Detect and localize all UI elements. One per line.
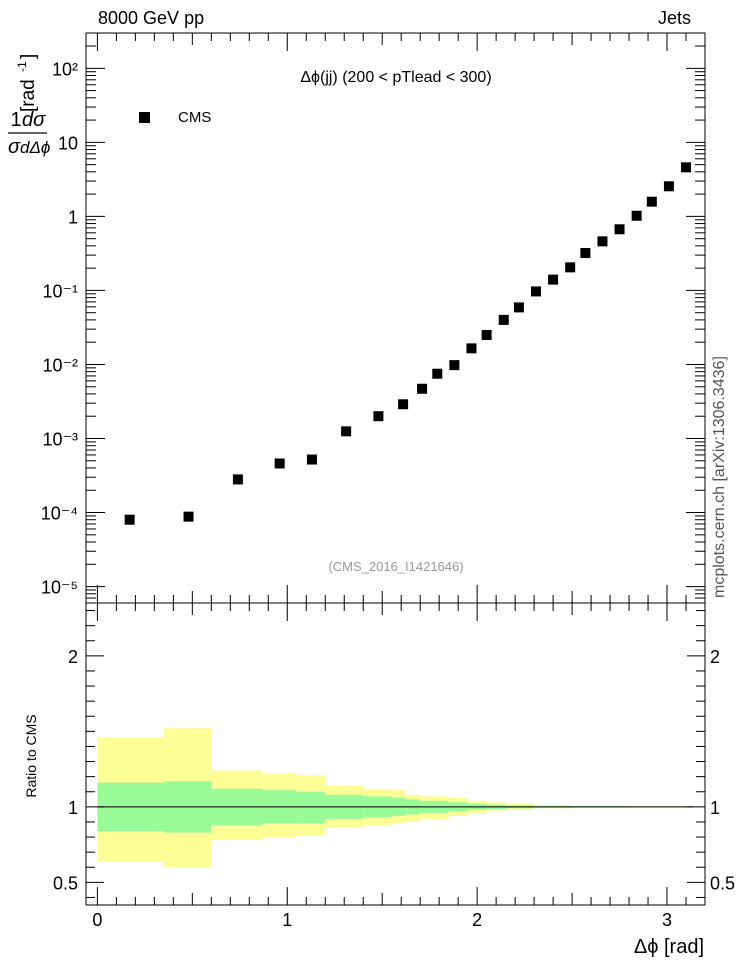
data-point-2	[232, 474, 243, 485]
data-point-9	[432, 368, 443, 379]
y-tick-label-2: 10⁻³	[42, 430, 78, 450]
x-tick-label-0: 0	[92, 910, 102, 930]
y-tick-label-6: 10	[58, 133, 78, 153]
ratio-y-tick-left-1: 1	[68, 798, 78, 818]
process-label: Jets	[658, 8, 691, 28]
data-point-8	[417, 383, 428, 394]
svg-text:1: 1	[10, 109, 21, 131]
y-tick-label-5: 1	[68, 207, 78, 227]
svg-text:dσ: dσ	[22, 109, 46, 131]
data-point-13	[498, 314, 509, 325]
svg-text:dΔϕ: dΔϕ	[20, 138, 50, 157]
ratio-y-tick-left-0: 0.5	[53, 873, 78, 893]
ratio-y-axis-label: Ratio to CMS	[23, 714, 39, 797]
svg-text:]: ]	[18, 54, 39, 59]
ratio-y-tick-right-0: 0.5	[710, 873, 735, 893]
main-axis-ticks: 10⁻⁵ 10⁻⁴ 10⁻³ 10⁻² 10⁻¹ 1 10 10² 0 1 2 3	[41, 32, 706, 930]
data-point-10	[449, 360, 460, 371]
data-point-0	[124, 514, 135, 525]
energy-label: 8000 GeV pp	[98, 8, 204, 28]
x-tick-label-2: 2	[472, 910, 482, 930]
data-point-19	[597, 236, 608, 247]
source-label: mcplots.cern.ch [arXiv:1306.3436]	[711, 356, 728, 598]
ratio-inner-band-4	[296, 791, 326, 824]
y-tick-label-3: 10⁻²	[42, 355, 78, 375]
x-tick-label-3: 3	[662, 910, 672, 930]
y-tick-label-0: 10⁻⁵	[41, 578, 78, 598]
y-tick-label-1: 10⁻⁴	[41, 504, 78, 524]
data-point-15	[531, 286, 542, 297]
data-point-23	[663, 181, 674, 192]
legend: CMS	[139, 109, 211, 126]
analysis-watermark: (CMS_2016_I1421646)	[328, 559, 463, 574]
data-point-16	[548, 274, 559, 285]
y-tick-label-7: 10²	[52, 59, 78, 79]
plot-title: Δϕ(jj) (200 < pTlead < 300)	[300, 69, 491, 86]
svg-text:-1: -1	[15, 61, 29, 72]
legend-marker-cms	[139, 112, 150, 123]
data-point-18	[580, 248, 591, 259]
data-point-4	[306, 454, 317, 465]
svg-text:σ: σ	[8, 136, 21, 158]
ratio-bands	[97, 728, 694, 868]
y-tick-label-4: 10⁻¹	[42, 281, 78, 301]
data-point-17	[565, 262, 576, 273]
data-point-6	[373, 411, 384, 422]
data-point-11	[466, 343, 477, 354]
data-point-3	[274, 458, 285, 469]
svg-text:[rad: [rad	[18, 79, 39, 112]
cms-data-points	[124, 162, 692, 525]
data-point-1	[183, 511, 194, 522]
x-tick-label-1: 1	[282, 910, 292, 930]
ratio-axis-ticks: 0.5 0.5 1 1 2 2	[53, 610, 735, 898]
x-axis-label: Δϕ [rad]	[634, 936, 704, 958]
ratio-y-tick-left-2: 2	[68, 647, 78, 667]
ratio-y-tick-right-2: 2	[710, 647, 720, 667]
data-point-21	[631, 210, 642, 221]
data-point-5	[341, 426, 352, 437]
data-point-14	[513, 302, 524, 313]
y-axis-label: 1 dσ σ dΔϕ [rad -1 ]	[8, 54, 50, 158]
data-point-7	[398, 399, 409, 410]
data-point-20	[614, 224, 625, 235]
legend-label-cms: CMS	[178, 109, 211, 126]
data-point-22	[646, 196, 657, 207]
ratio-y-tick-right-1: 1	[710, 798, 720, 818]
ratio-plot-frame	[85, 602, 706, 906]
data-point-12	[481, 330, 492, 341]
data-point-24	[681, 162, 692, 173]
